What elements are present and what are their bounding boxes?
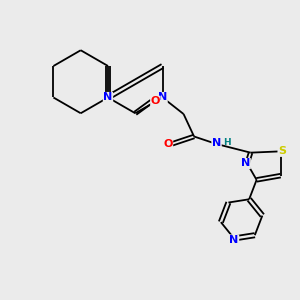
Text: N: N — [212, 137, 221, 148]
Text: N: N — [103, 92, 112, 103]
Text: N: N — [158, 92, 167, 103]
Text: H: H — [223, 138, 231, 147]
Text: N: N — [230, 235, 239, 245]
Text: O: O — [163, 139, 172, 149]
Text: S: S — [278, 146, 286, 156]
Text: O: O — [151, 96, 160, 106]
Text: N: N — [241, 158, 250, 169]
